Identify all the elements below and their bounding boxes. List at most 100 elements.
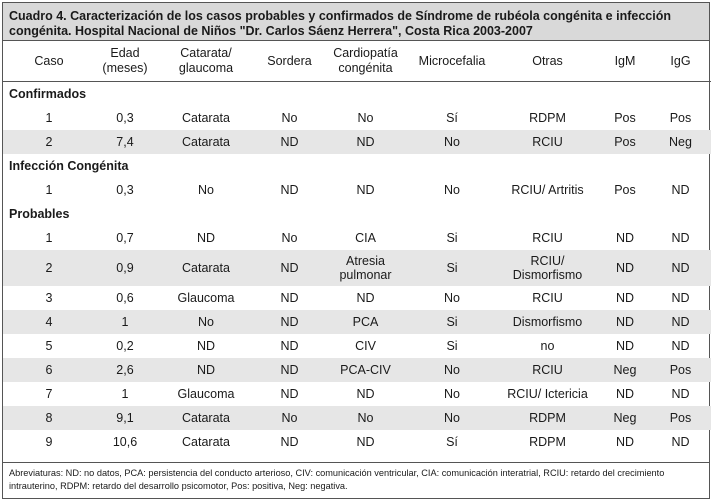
table-cell: No — [198, 183, 214, 197]
table-cell: ND — [257, 250, 322, 286]
table-row: 1 0,7 ND No CIA Si RCIU ND ND — [3, 226, 711, 250]
table-cell: No — [409, 358, 495, 382]
table-row: 8 9,1 Catarata No No No RDPM Neg Pos — [3, 406, 711, 430]
table-row: 4 1 No ND PCA Si Dismorfismo ND ND — [3, 310, 711, 334]
header-microcefalia: Microcefalia — [409, 41, 495, 82]
table-cell: 1 — [95, 310, 155, 334]
table-cell: Si — [446, 231, 458, 245]
table-cell: No — [444, 291, 460, 305]
header-row: Caso Edad (meses) Catarata/ glaucoma Sor… — [3, 41, 711, 82]
data-table: Caso Edad (meses) Catarata/ glaucoma Sor… — [3, 41, 711, 454]
table-body: Confirmados 1 0,3 Catarata No No Sí RDPM Pos Pos 2… — [3, 82, 711, 455]
table-cell: no — [540, 339, 555, 353]
table-cell: ND — [600, 250, 650, 286]
table-cell: 8 — [3, 406, 95, 430]
header-sordera: Sordera — [257, 41, 322, 82]
table-cell: ND — [650, 310, 711, 334]
table-cell: 5 — [45, 339, 53, 353]
table-cell: 9 — [45, 435, 53, 449]
table-cell: 2 — [3, 250, 95, 286]
table-cell: No — [409, 406, 495, 430]
table-cell: CIA — [355, 231, 376, 245]
header-igm: IgM — [600, 41, 650, 82]
table-cell: Neg — [600, 406, 650, 430]
header-edad: Edad (meses) — [95, 41, 155, 82]
table-row: 7 1 Glaucoma ND ND No RCIU/ Ictericia ND ND — [3, 382, 711, 406]
table-cell: Neg — [650, 130, 711, 154]
table-cell: Glaucoma — [177, 291, 235, 305]
header-caso: Caso — [3, 41, 95, 82]
section-row: Infección Congénita — [3, 154, 711, 178]
table-cell: RDPM — [529, 111, 566, 125]
table-cell: RDPM — [495, 406, 600, 430]
table-cell: RCIU/ Dismorfismo — [495, 250, 600, 286]
table-cell: Si — [409, 310, 495, 334]
table-cell: 0,7 — [116, 231, 134, 245]
table-cell: ND — [196, 339, 216, 353]
table-cell: ND — [615, 339, 635, 353]
section-title: Confirmados — [9, 87, 87, 101]
table-cell: 1 — [45, 111, 53, 125]
table-cell: 0,3 — [116, 111, 134, 125]
table-cell: 0,3 — [116, 183, 134, 197]
table-cell: 1 — [45, 183, 53, 197]
table-cell: ND — [615, 435, 635, 449]
table-cell: ND — [671, 339, 690, 353]
table-cell: Pos — [669, 111, 692, 125]
table-cell: RCIU — [495, 130, 600, 154]
table-cell: ND — [196, 231, 216, 245]
table-cell: Pos — [614, 111, 636, 125]
table-cell: Si — [446, 339, 458, 353]
table-cell: Pos — [650, 406, 711, 430]
table-cell: No — [444, 387, 460, 401]
table-cell: ND — [671, 435, 690, 449]
table-cell: 4 — [3, 310, 95, 334]
table-cell: ND — [356, 387, 375, 401]
table-cell: 2,6 — [95, 358, 155, 382]
table-cell: ND — [356, 183, 375, 197]
table-cell: ND — [257, 130, 322, 154]
table-cell: ND — [615, 387, 635, 401]
table-cell: ND — [671, 231, 690, 245]
table-cell: Atresia pulmonar — [322, 250, 409, 286]
table-cell: 1 — [121, 387, 129, 401]
table-cell: 6 — [3, 358, 95, 382]
table-cell: No — [322, 406, 409, 430]
table-cell: PCA — [322, 310, 409, 334]
table-row: 5 0,2 ND ND CIV Si no ND ND — [3, 334, 711, 358]
header-cardiopatia: Cardiopatía congénita — [322, 41, 409, 82]
table-cell: ND — [650, 250, 711, 286]
table-cell: ND — [356, 291, 375, 305]
table-cell: 0,6 — [116, 291, 134, 305]
table-cell: ND — [356, 435, 375, 449]
table-cell: Catarata — [182, 111, 230, 125]
table-cell: Pos — [600, 130, 650, 154]
table-cell: No — [409, 130, 495, 154]
section-row: Confirmados — [3, 82, 711, 107]
table-cell: 7 — [45, 387, 53, 401]
table-cell: 9,1 — [95, 406, 155, 430]
table-cell: 2 — [3, 130, 95, 154]
header-igg: IgG — [650, 41, 711, 82]
table-cell: RCIU — [532, 291, 563, 305]
table-cell: 0,9 — [95, 250, 155, 286]
table-cell: No — [444, 183, 460, 197]
table-cell: 7,4 — [95, 130, 155, 154]
table-cell: No — [281, 231, 298, 245]
table-cell: ND — [280, 387, 299, 401]
section-row: Probables — [3, 202, 711, 226]
table-cell: Pos — [614, 183, 636, 197]
table-cell: RCIU — [532, 231, 563, 245]
table-cell: ND — [671, 291, 690, 305]
table-cell: ND — [600, 310, 650, 334]
table-cell: ND — [155, 358, 257, 382]
table-cell: No — [281, 111, 298, 125]
table-row: 1 0,3 No ND ND No RCIU/ Artritis Pos ND — [3, 178, 711, 202]
table-cell: No — [155, 310, 257, 334]
table-cell: ND — [322, 130, 409, 154]
table-cell: RCIU — [495, 358, 600, 382]
table-cell: 10,6 — [112, 435, 138, 449]
table-cell: No — [257, 406, 322, 430]
table-cell: 0,2 — [116, 339, 134, 353]
